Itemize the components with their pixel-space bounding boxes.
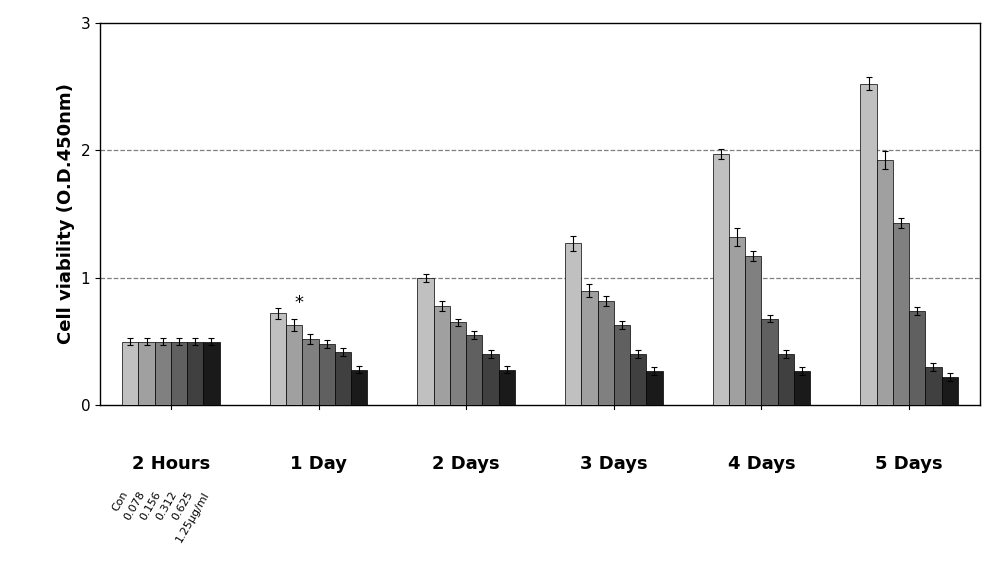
Bar	[630, 354, 646, 405]
Text: 0.625: 0.625	[171, 490, 195, 522]
Text: 3 Days: 3 Days	[580, 455, 648, 473]
Bar	[122, 342, 138, 405]
Text: 4 Days: 4 Days	[728, 455, 795, 473]
Bar	[614, 325, 630, 405]
Bar	[482, 354, 499, 405]
Bar	[598, 301, 614, 405]
Bar	[203, 342, 220, 405]
Bar	[925, 367, 942, 405]
Text: 0.078: 0.078	[122, 490, 147, 522]
Bar	[893, 223, 909, 405]
Bar	[335, 352, 351, 405]
Bar	[794, 371, 810, 405]
Bar	[319, 344, 335, 405]
Text: Con: Con	[111, 490, 130, 513]
Bar	[729, 237, 745, 405]
Bar	[417, 278, 434, 405]
Bar	[351, 370, 367, 405]
Bar	[909, 311, 925, 405]
Bar	[466, 335, 482, 405]
Text: 2 Days: 2 Days	[432, 455, 500, 473]
Bar	[302, 339, 319, 405]
Bar	[138, 342, 155, 405]
Bar	[499, 370, 515, 405]
Bar	[171, 342, 187, 405]
Text: 5 Days: 5 Days	[875, 455, 943, 473]
Y-axis label: Cell viability (O.D.450nm): Cell viability (O.D.450nm)	[57, 83, 75, 345]
Bar	[187, 342, 203, 405]
Text: 1 Day: 1 Day	[290, 455, 347, 473]
Bar	[565, 243, 581, 405]
Text: 0.156: 0.156	[138, 490, 163, 522]
Text: *: *	[294, 294, 303, 312]
Bar	[286, 325, 302, 405]
Bar	[155, 342, 171, 405]
Bar	[713, 154, 729, 405]
Bar	[778, 354, 794, 405]
Bar	[646, 371, 663, 405]
Bar	[877, 160, 893, 405]
Bar	[860, 84, 877, 405]
Bar	[745, 256, 761, 405]
Bar	[942, 377, 958, 405]
Bar	[434, 306, 450, 405]
Bar	[581, 291, 598, 405]
Text: 1.25μg/ml: 1.25μg/ml	[174, 490, 211, 544]
Bar	[270, 314, 286, 405]
Bar	[450, 323, 466, 405]
Bar	[761, 319, 778, 405]
Text: 2 Hours: 2 Hours	[132, 455, 210, 473]
Text: 0.312: 0.312	[154, 490, 179, 522]
